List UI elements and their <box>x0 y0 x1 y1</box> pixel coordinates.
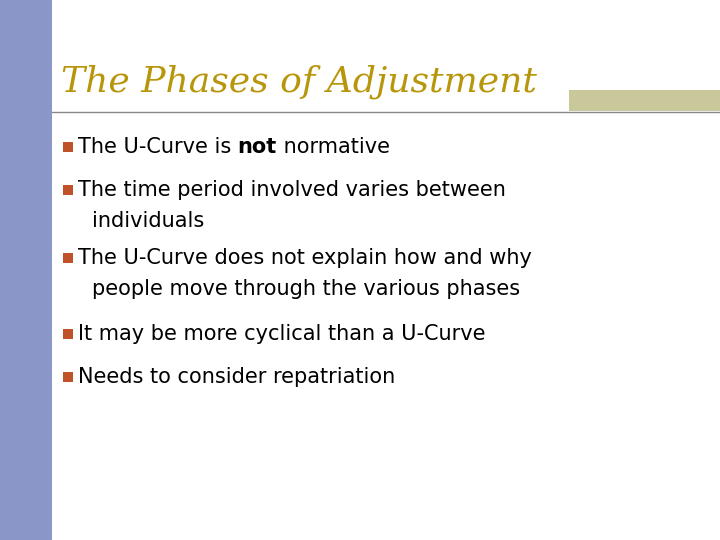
Text: individuals: individuals <box>92 211 204 232</box>
Text: It may be more cyclical than a U-Curve: It may be more cyclical than a U-Curve <box>78 323 485 344</box>
Text: The U-Curve is: The U-Curve is <box>78 137 238 157</box>
Bar <box>569 90 720 111</box>
Bar <box>63 253 73 263</box>
Text: normative: normative <box>277 137 390 157</box>
Text: The U-Curve does not explain how and why: The U-Curve does not explain how and why <box>78 248 531 268</box>
Text: The Phases of Adjustment: The Phases of Adjustment <box>61 65 537 99</box>
Bar <box>63 372 73 382</box>
Bar <box>0 0 52 540</box>
Text: people move through the various phases: people move through the various phases <box>92 279 521 300</box>
Text: not: not <box>238 137 277 157</box>
Bar <box>63 329 73 339</box>
Text: Needs to consider repatriation: Needs to consider repatriation <box>78 367 395 387</box>
Bar <box>63 185 73 195</box>
Bar <box>63 142 73 152</box>
Text: The time period involved varies between: The time period involved varies between <box>78 180 505 200</box>
